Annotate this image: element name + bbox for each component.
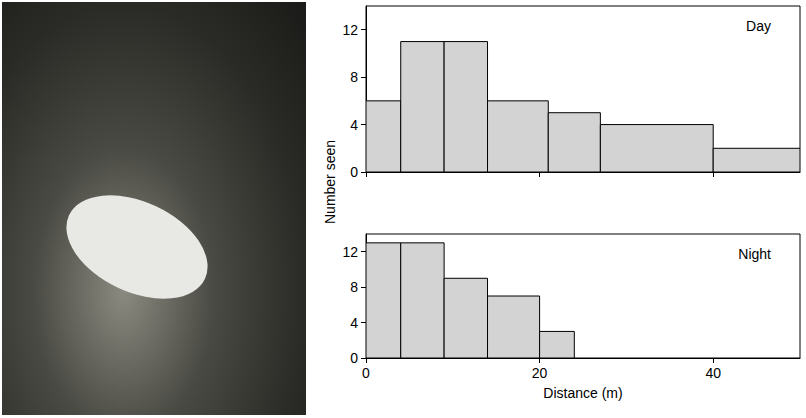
svg-text:8: 8 [350,279,358,295]
svg-text:4: 4 [350,117,358,133]
svg-text:4: 4 [350,315,358,331]
svg-text:Number seen: Number seen [322,140,338,224]
svg-text:0: 0 [362,365,370,381]
svg-text:20: 20 [532,365,548,381]
svg-text:Distance (m): Distance (m) [543,385,622,401]
svg-text:40: 40 [705,365,721,381]
svg-text:8: 8 [350,69,358,85]
svg-text:Day: Day [746,18,771,34]
svg-text:0: 0 [350,350,358,366]
svg-text:12: 12 [342,22,358,38]
svg-text:Night: Night [738,246,771,262]
svg-text:12: 12 [342,244,358,260]
svg-text:0: 0 [350,164,358,180]
